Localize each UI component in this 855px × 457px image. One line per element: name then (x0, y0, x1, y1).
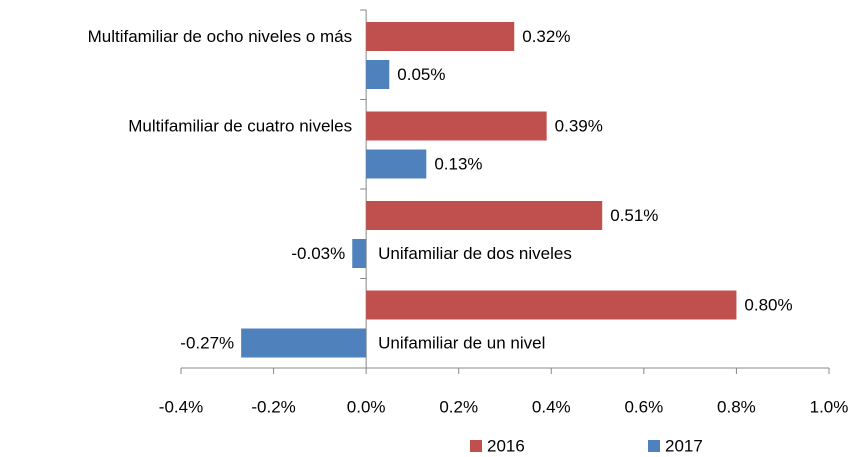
bar (241, 328, 367, 358)
x-tick-label: 0.2% (439, 397, 478, 416)
category-label: Multifamiliar de cuatro niveles (128, 116, 352, 135)
bar (366, 149, 427, 179)
category-label: Unifamiliar de dos niveles (378, 244, 572, 263)
bar (366, 22, 515, 51)
bar (366, 201, 603, 230)
x-tick-label: 0.8% (717, 397, 756, 416)
value-label: 0.32% (522, 27, 570, 46)
value-label: 0.05% (397, 65, 445, 84)
value-label: 0.80% (744, 295, 792, 314)
legend-label: 2016 (487, 436, 525, 455)
legend-swatch (470, 440, 482, 452)
value-label: 0.39% (555, 116, 603, 135)
x-tick-label: -0.2% (251, 397, 295, 416)
legend-swatch (648, 440, 660, 452)
x-tick-label: 0.0% (347, 397, 386, 416)
bar (366, 290, 737, 320)
bar (366, 60, 390, 89)
value-label: 0.13% (434, 154, 482, 173)
bar (366, 111, 547, 141)
value-label: -0.03% (291, 244, 345, 263)
x-tick-label: -0.4% (159, 397, 203, 416)
category-label: Unifamiliar de un nivel (378, 333, 545, 352)
value-label: 0.51% (610, 206, 658, 225)
category-label: Multifamiliar de ocho niveles o más (88, 27, 353, 46)
legend-label: 2017 (665, 436, 703, 455)
x-tick-label: 0.6% (624, 397, 663, 416)
value-label: -0.27% (180, 333, 234, 352)
x-tick-label: 0.4% (532, 397, 571, 416)
x-tick-label: 1.0% (810, 397, 849, 416)
bar (352, 239, 367, 268)
